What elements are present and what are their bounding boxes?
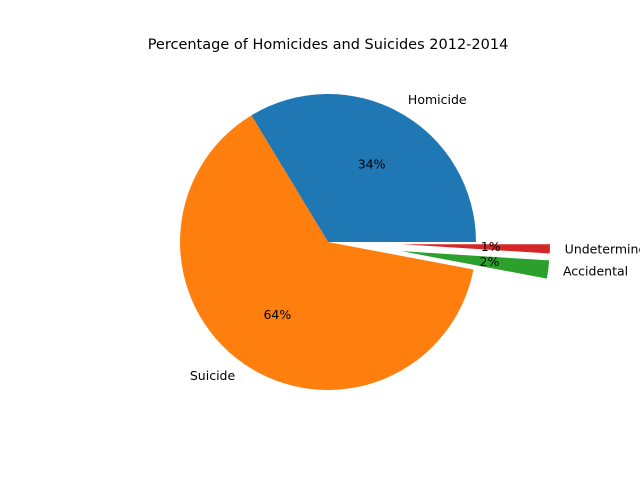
slice-accidental — [401, 251, 550, 279]
slice-suicide — [180, 115, 474, 390]
pie-labels: Homicide 34% Suicide 64% Accidental 2% Undeter… — [190, 92, 640, 383]
pct-label-undetermined: 1% — [481, 239, 501, 254]
slice-label-suicide: Suicide — [190, 368, 236, 383]
slice-label-homicide: Homicide — [408, 92, 467, 107]
chart-title: Percentage of Homicides and Suicides 201… — [148, 37, 509, 53]
pct-label-accidental: 2% — [480, 254, 500, 269]
slice-label-undetermined: Undetermined — [565, 241, 640, 256]
slice-undetermined — [401, 244, 550, 254]
pie-slices — [180, 94, 550, 390]
slice-homicide — [251, 94, 477, 243]
pct-label-homicide: 34% — [358, 157, 386, 172]
pct-label-suicide: 64% — [263, 307, 291, 322]
slice-label-accidental: Accidental — [563, 263, 628, 278]
